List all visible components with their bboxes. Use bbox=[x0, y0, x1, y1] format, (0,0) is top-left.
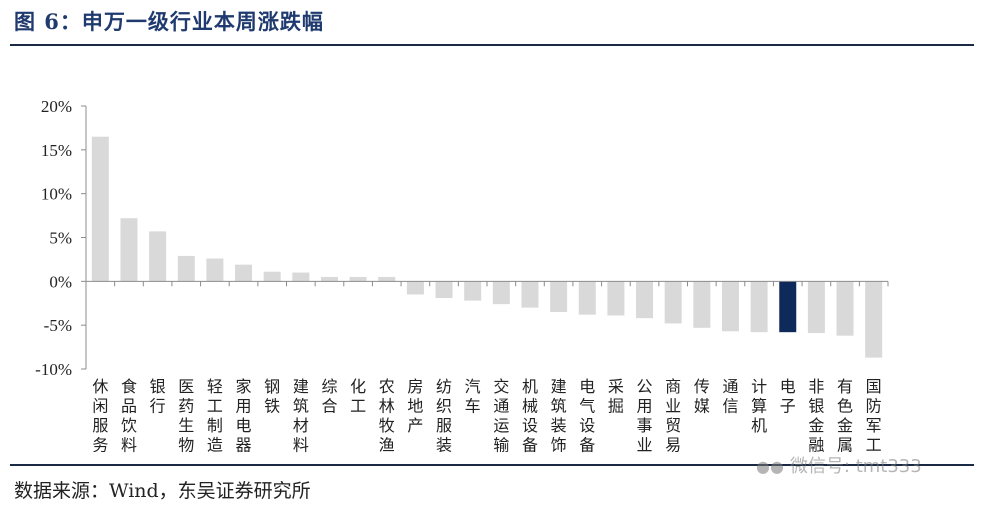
x-labels-group: 休闲服务食品饮料银行医药生物轻工制造家用电器钢铁建筑材料综合化工农林牧渔房地产纺… bbox=[92, 377, 881, 455]
bar-20 bbox=[664, 281, 682, 324]
x-tick-label: 交通运输 bbox=[493, 377, 509, 455]
wechat-icon: ●● bbox=[756, 457, 784, 476]
bar-19 bbox=[636, 281, 654, 319]
bar-6 bbox=[263, 271, 281, 282]
y-tick-label: 20% bbox=[41, 97, 72, 116]
bar-10 bbox=[378, 276, 396, 282]
source-note: 数据来源：Wind，东吴证券研究所 bbox=[14, 480, 311, 502]
bar-18 bbox=[607, 281, 625, 316]
x-tick-label: 综合 bbox=[321, 377, 337, 416]
y-tick-label: 10% bbox=[41, 185, 72, 204]
x-tick-label: 房地产 bbox=[407, 377, 423, 435]
y-tick-label: 0% bbox=[49, 272, 72, 291]
bar-3 bbox=[177, 255, 195, 282]
bar-7 bbox=[292, 272, 310, 282]
bar-1 bbox=[120, 218, 138, 282]
y-tick-label: 15% bbox=[41, 141, 72, 160]
title-rule bbox=[10, 44, 974, 46]
bar-25 bbox=[807, 281, 825, 334]
x-tick-label: 商业贸易 bbox=[665, 377, 681, 455]
bar-16 bbox=[550, 281, 568, 313]
bar-22 bbox=[721, 281, 739, 332]
y-tick-label: -5% bbox=[44, 316, 72, 335]
bars-group bbox=[85, 136, 889, 358]
x-tick-label: 计算机 bbox=[751, 377, 767, 435]
x-tick-label: 非银金融 bbox=[808, 377, 824, 455]
watermark-text: 微信号: tmt333 bbox=[789, 456, 922, 477]
bar-23 bbox=[750, 281, 768, 333]
bar-14 bbox=[492, 281, 510, 305]
x-tick-label: 食品饮料 bbox=[121, 377, 137, 455]
watermark: ●● 微信号: tmt333 bbox=[756, 452, 922, 478]
bar-8 bbox=[320, 276, 338, 282]
x-tick-label: 农林牧渔 bbox=[379, 377, 395, 455]
x-tick-label: 银行 bbox=[150, 377, 166, 416]
x-tick-label: 轻工制造 bbox=[207, 377, 223, 455]
x-tick-label: 化工 bbox=[350, 377, 366, 416]
bar-9 bbox=[349, 276, 367, 282]
x-tick-label: 电子 bbox=[780, 377, 796, 416]
y-tick-label: 5% bbox=[49, 229, 72, 248]
bar-11 bbox=[406, 281, 424, 295]
source-rule bbox=[10, 464, 974, 466]
x-tick-label: 机械设备 bbox=[522, 377, 538, 455]
x-tick-label: 通信 bbox=[722, 377, 738, 416]
bar-21 bbox=[693, 281, 711, 328]
y-tick-label: -10% bbox=[35, 360, 72, 379]
x-tick-label: 电气设备 bbox=[579, 377, 595, 455]
x-tick-label: 建筑材料 bbox=[293, 377, 309, 455]
x-tick-label: 传媒 bbox=[694, 377, 710, 416]
x-tick-label: 采掘 bbox=[608, 377, 624, 416]
x-tick-label: 医药生物 bbox=[178, 377, 194, 455]
x-tick-label: 建筑装饰 bbox=[551, 377, 567, 455]
bar-27 bbox=[865, 281, 883, 358]
x-tick-label: 休闲服务 bbox=[92, 377, 108, 455]
bar-26 bbox=[836, 281, 854, 336]
bar-4 bbox=[206, 258, 224, 282]
bar-15 bbox=[521, 281, 539, 308]
x-tick-label: 钢铁 bbox=[264, 377, 280, 416]
bar-2 bbox=[149, 231, 167, 282]
x-tick-label: 汽车 bbox=[465, 377, 481, 416]
bar-0 bbox=[91, 136, 109, 282]
x-tick-label: 有色金属 bbox=[837, 377, 853, 455]
bar-12 bbox=[435, 281, 453, 298]
bar-5 bbox=[235, 264, 253, 282]
x-tick-label: 国防军工 bbox=[866, 377, 882, 455]
x-tick-label: 纺织服装 bbox=[436, 377, 452, 455]
bar-17 bbox=[578, 281, 596, 315]
bar-chart: 20% 15% 10% 5% 0% -5% -10% 休闲服务食品饮料银行医药生物轻工制造家… bbox=[35, 97, 889, 455]
bar-13 bbox=[464, 281, 482, 301]
x-tick-label: 公用事业 bbox=[637, 377, 653, 455]
y-axis: 20% 15% 10% 5% 0% -5% -10% bbox=[35, 97, 87, 379]
x-tick-label: 家用电器 bbox=[236, 377, 252, 455]
bar-24 bbox=[779, 281, 797, 333]
figure-title: 图 6：申万一级行业本周涨跌幅 bbox=[14, 9, 324, 34]
